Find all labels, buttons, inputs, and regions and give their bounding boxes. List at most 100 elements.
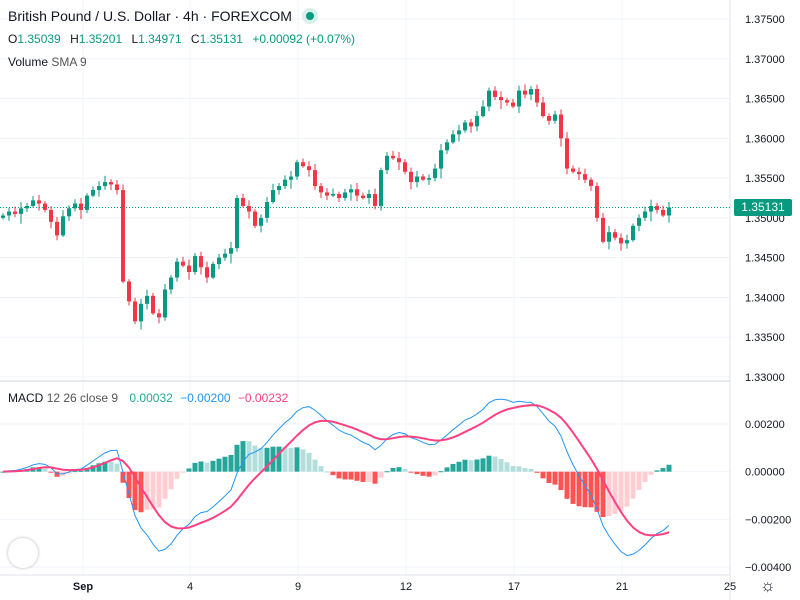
candle-body: [631, 225, 635, 241]
macd-histogram-bar: [420, 471, 426, 476]
candle-body: [295, 162, 299, 177]
candle-body: [559, 114, 563, 139]
candle-body: [547, 116, 551, 121]
candle-body: [553, 114, 557, 121]
candle-body: [145, 295, 149, 304]
candle-body: [103, 182, 107, 187]
candle-body: [469, 122, 473, 127]
candle-body: [277, 186, 281, 191]
candle-body: [361, 195, 365, 198]
macd-histogram-bar: [42, 468, 48, 472]
candle-body: [235, 198, 239, 249]
macd-histogram-bar: [498, 459, 504, 472]
candle-body: [625, 240, 629, 244]
close-value: 1.35131: [199, 32, 243, 46]
macd-histogram-bar: [396, 467, 402, 472]
candle-body: [247, 205, 251, 212]
candle-body: [385, 155, 389, 171]
macd-histogram-bar: [492, 456, 498, 472]
macd-histogram-bar: [96, 463, 102, 472]
candle-body: [505, 100, 509, 103]
macd-histogram-bar: [126, 471, 132, 499]
macd-hist-value: 0.00032: [129, 391, 173, 405]
candle-body: [427, 178, 431, 180]
macd-histogram-bar: [234, 444, 240, 472]
macd-histogram-bar: [438, 471, 444, 473]
price-axis-label: 1.37000: [745, 54, 785, 66]
candle-body: [265, 201, 269, 218]
candle-body: [493, 90, 497, 97]
price-axis-label: 1.35500: [745, 173, 785, 185]
candle-body: [55, 221, 59, 236]
macd-histogram-bar: [222, 456, 228, 472]
candle-body: [367, 194, 371, 198]
macd-legend[interactable]: MACD 12 26 close 9 0.00032 −0.00200 −0.0…: [8, 391, 288, 405]
macd-histogram-bar: [318, 466, 324, 472]
candle-body: [151, 295, 155, 314]
open-value: 1.35039: [17, 32, 61, 46]
volume-legend[interactable]: Volume SMA 9: [8, 55, 87, 69]
macd-histogram-bar: [504, 462, 510, 472]
candle-body: [571, 168, 575, 172]
candle-body: [601, 217, 605, 242]
price-axis-label: 1.36500: [745, 94, 785, 106]
macd-histogram-bar: [600, 471, 606, 518]
macd-histogram-bar: [144, 471, 150, 510]
candle-body: [421, 176, 425, 180]
symbol-title[interactable]: British Pound / U.S. Dollar · 4h · FOREX…: [8, 8, 318, 24]
candle-body: [169, 277, 173, 290]
macd-histogram-bar: [210, 460, 216, 472]
macd-histogram-bar: [654, 470, 660, 472]
candle-body: [511, 102, 515, 107]
tradingview-logo[interactable]: [8, 538, 38, 568]
macd-line-value: −0.00200: [180, 391, 231, 405]
macd-histogram-bar: [606, 471, 612, 517]
candle-body: [487, 90, 491, 107]
candle-body: [535, 89, 539, 103]
candle-body: [319, 186, 323, 193]
candle-body: [229, 248, 233, 254]
price-axis-label: 1.33500: [745, 332, 785, 344]
macd-histogram-bar: [330, 471, 336, 476]
macd-histogram-bar: [648, 471, 654, 475]
candle-body: [115, 184, 119, 191]
close-label: C: [190, 32, 200, 46]
candle-body: [199, 256, 203, 268]
settings-gear-icon[interactable]: ☼: [760, 576, 776, 595]
candle-body: [307, 166, 311, 171]
candle-body: [649, 205, 653, 212]
candle-body: [415, 176, 419, 183]
macd-histogram-bar: [312, 459, 318, 472]
candle-body: [337, 194, 341, 198]
candle-body: [379, 170, 383, 206]
candle-body: [1, 215, 5, 218]
macd-histogram-bar: [102, 461, 108, 472]
macd-histogram-bar: [300, 449, 306, 472]
macd-histogram-bar: [378, 471, 384, 478]
macd-histogram-bar: [618, 471, 624, 512]
candle-body: [259, 217, 263, 226]
macd-histogram-bar: [456, 461, 462, 472]
macd-params: 12 26 close 9: [46, 391, 119, 405]
candle-body: [73, 203, 77, 209]
time-axis-label: 12: [400, 581, 412, 593]
macd-histogram-bar: [294, 447, 300, 472]
candle-body: [607, 232, 611, 242]
candle-body: [157, 313, 161, 318]
candle-body: [529, 89, 533, 95]
macd-histogram-bar: [240, 441, 246, 472]
macd-histogram-bar: [480, 458, 486, 472]
macd-histogram-bar: [342, 471, 348, 480]
candle-body: [403, 162, 407, 172]
high-label: H: [70, 32, 79, 46]
macd-histogram-bar: [582, 471, 588, 508]
macd-histogram-bar: [0, 471, 6, 473]
macd-histogram-bar: [576, 471, 582, 507]
macd-histogram-bar: [228, 454, 234, 472]
macd-histogram-bar: [474, 459, 480, 472]
macd-histogram-bar: [360, 471, 366, 482]
macd-axis-label: 0.00000: [745, 467, 785, 479]
macd-histogram-bar: [366, 471, 372, 482]
macd-histogram-bar: [558, 471, 564, 491]
